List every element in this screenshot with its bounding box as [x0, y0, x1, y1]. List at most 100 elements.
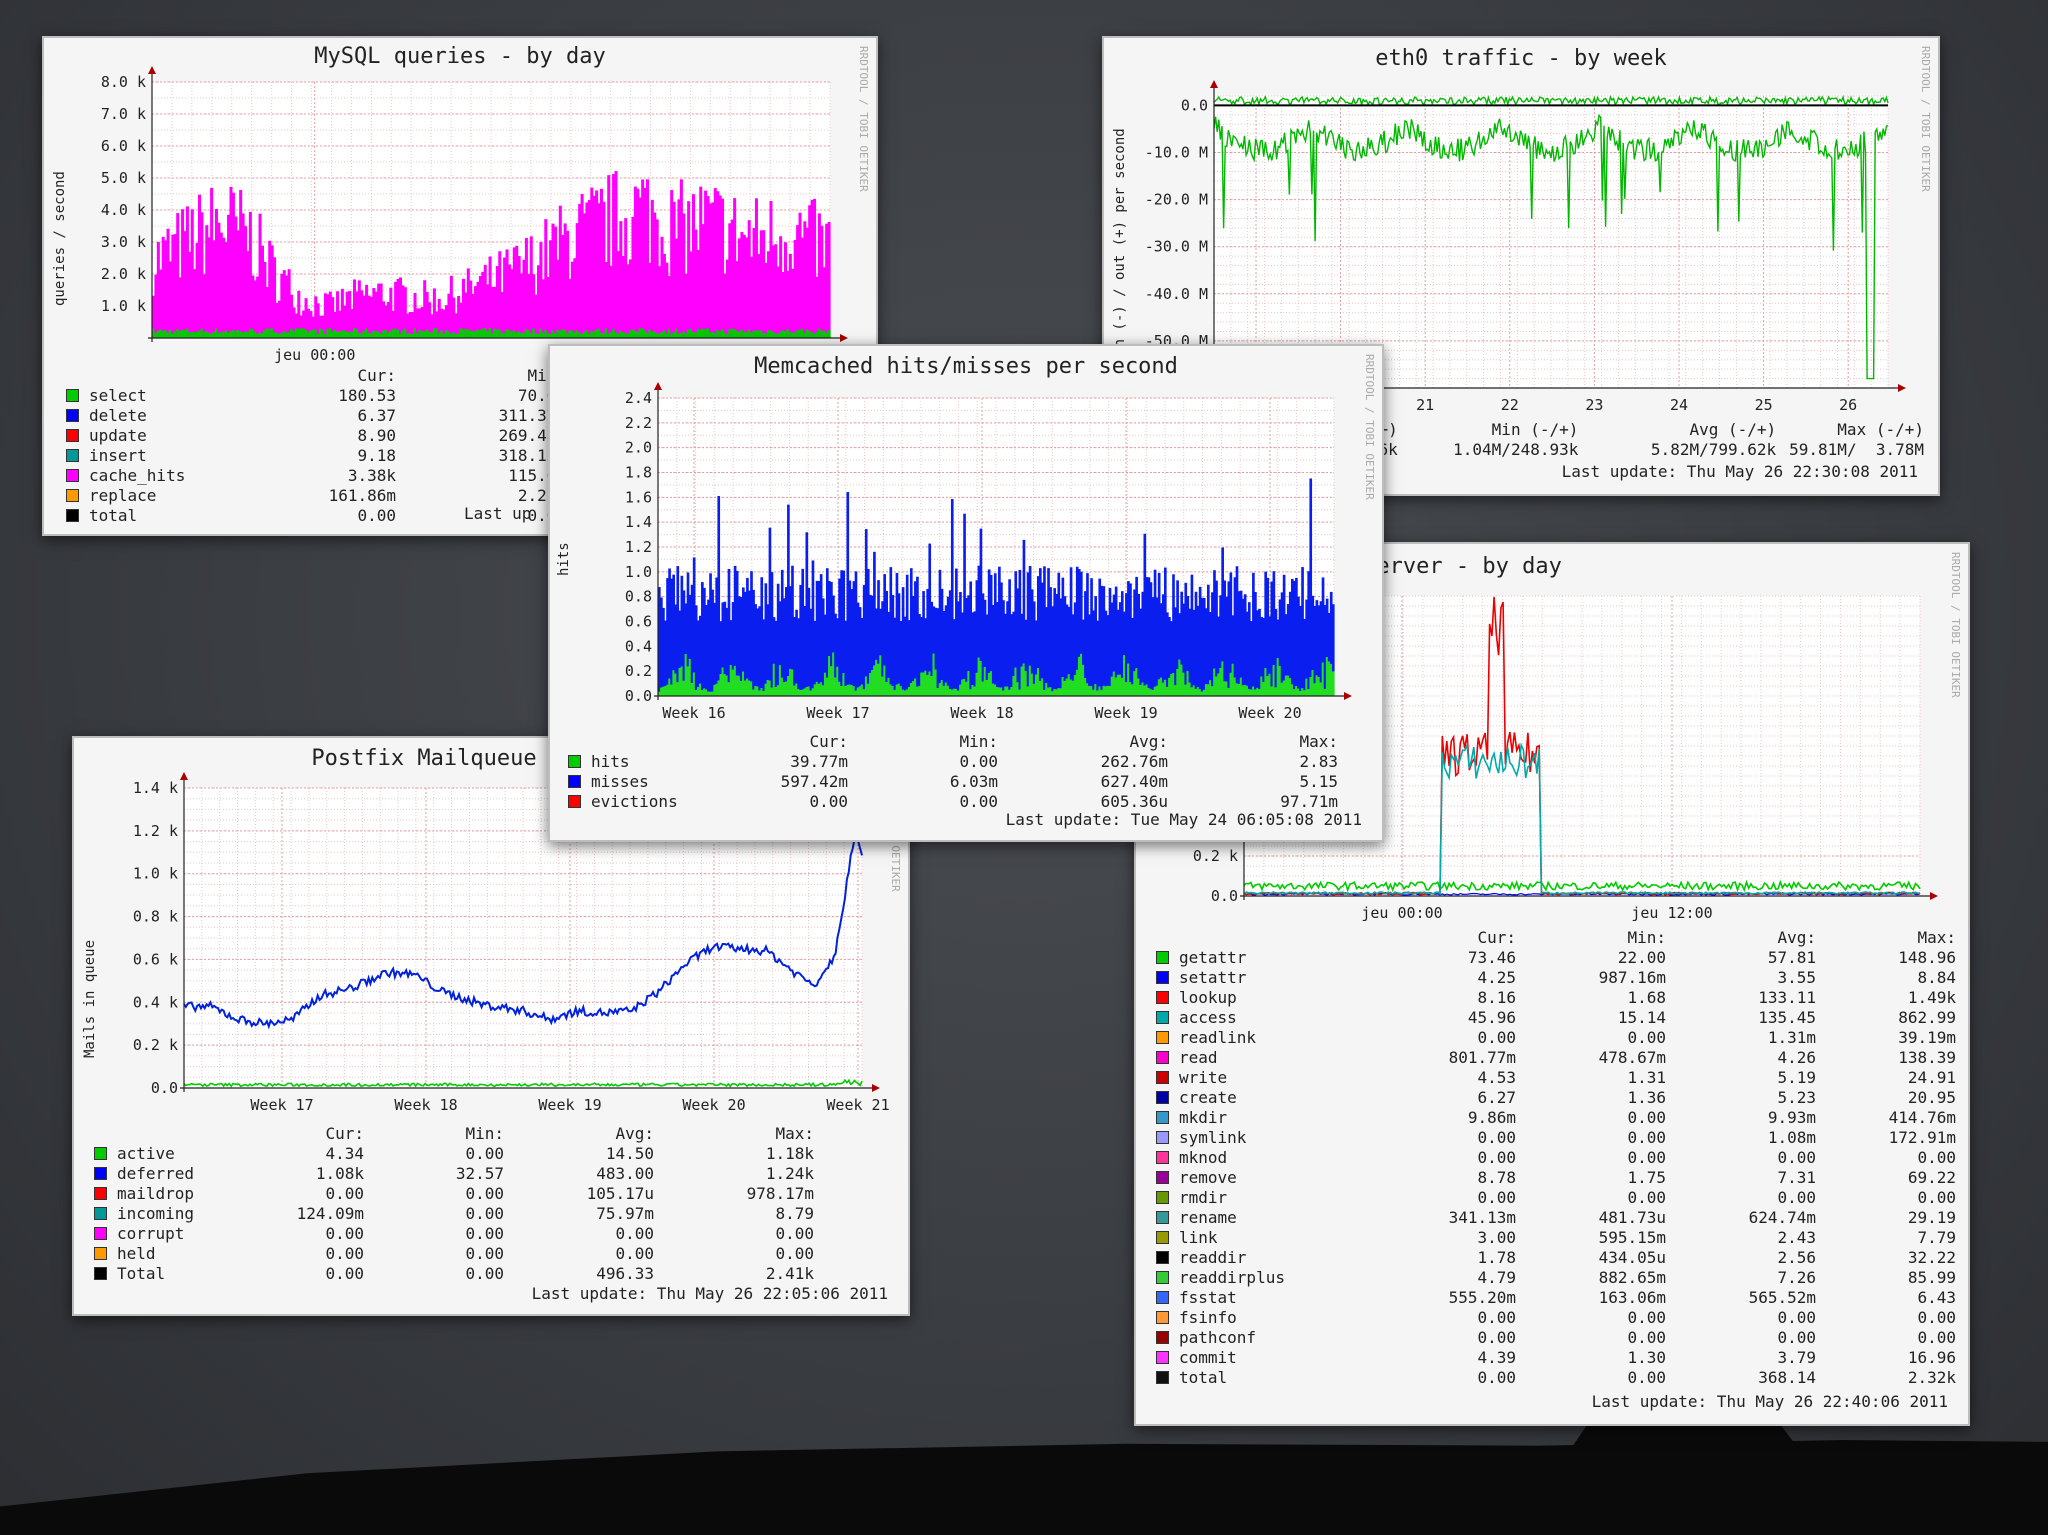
legend-value: 0.00 — [1627, 1028, 1666, 1047]
select-bar — [503, 333, 507, 338]
hits-bar — [766, 680, 770, 696]
legend-value: 0.00 — [809, 792, 848, 811]
legend-series-name: Total — [94, 1264, 264, 1284]
misses-bar — [676, 566, 680, 683]
legend-series-name: mkdir — [1156, 1108, 1366, 1128]
select-bar — [316, 333, 320, 338]
misses-bar — [883, 574, 886, 666]
cache-hits-bar — [369, 296, 373, 338]
select-bar — [641, 328, 645, 338]
select-bar — [517, 331, 521, 338]
cache-hits-bar — [244, 226, 248, 338]
legend-value: 0.00 — [465, 1144, 504, 1163]
misses-bar — [971, 612, 975, 686]
hits-bar — [1202, 689, 1206, 696]
hits-bar — [1186, 670, 1190, 696]
cache-hits-bar — [728, 223, 732, 338]
legend-swatch — [1156, 951, 1169, 964]
hits-bar — [914, 678, 917, 696]
cache-hits-bar — [612, 174, 616, 338]
hits-bar — [893, 689, 897, 696]
hits-bar — [746, 678, 749, 696]
hits-bar — [1192, 685, 1196, 696]
misses-bar — [957, 601, 960, 691]
misses-bar — [735, 570, 739, 676]
hits-bar — [1254, 689, 1257, 696]
cache-hits-bar — [774, 244, 778, 338]
legend-row: held 0.00 0.00 0.00 0.00 — [94, 1244, 814, 1264]
misses-bar — [1141, 591, 1145, 683]
x-tick-label: 22 — [1501, 396, 1519, 414]
hits-bar — [879, 655, 882, 696]
cache-hits-bar — [222, 237, 226, 338]
cache-hits-bar — [248, 211, 252, 338]
hits-bar — [1014, 667, 1018, 696]
side-credit: RRDTOOL / TOBI OETIKER — [1363, 354, 1376, 500]
select-bar — [653, 331, 657, 338]
select-bar — [164, 330, 168, 338]
legend-row: create 6.27 1.36 5.23 20.95 — [1156, 1088, 1956, 1108]
misses-bar — [803, 606, 807, 689]
misses-bar — [903, 616, 907, 691]
misses-bar — [1168, 616, 1171, 678]
hits-bar — [1153, 686, 1157, 696]
y-tick-label: -40.0 M — [1145, 285, 1208, 303]
legend-swatch — [1156, 1031, 1169, 1044]
misses-bar — [856, 602, 860, 688]
legend-series-name: create — [1156, 1088, 1366, 1108]
hits-bar — [975, 672, 979, 696]
hits-bar — [1301, 687, 1304, 696]
legend-row: active 4.34 0.00 14.50 1.18k — [94, 1144, 814, 1164]
hits-bar — [1198, 689, 1202, 696]
misses-bar — [1307, 571, 1311, 690]
legend-series-name: write — [1156, 1068, 1366, 1088]
misses-bar — [1135, 576, 1138, 669]
hits-bar — [1172, 673, 1175, 696]
legend-value: 0.00 — [1477, 1128, 1516, 1147]
misses-bar — [899, 621, 903, 687]
misses-bar — [711, 589, 714, 692]
legend-value: 32.57 — [455, 1164, 504, 1183]
legend-column-header: Avg: — [1777, 928, 1816, 947]
select-bar — [626, 333, 630, 338]
cache-hits-bar — [825, 223, 829, 338]
misses-bar — [832, 595, 835, 653]
misses-bar — [1206, 584, 1210, 685]
hits-bar — [1106, 685, 1110, 696]
y-tick-label: -30.0 M — [1145, 238, 1208, 256]
misses-bar — [993, 573, 997, 685]
hits-bar — [1258, 689, 1261, 696]
cache-hits-bar — [391, 310, 395, 338]
misses-bar — [791, 565, 794, 670]
misses-bar — [907, 620, 911, 688]
legend-value: 0.00 — [1917, 1148, 1956, 1167]
legend-value: 14.50 — [605, 1144, 654, 1163]
hits-bar — [709, 691, 712, 696]
misses-bar — [1266, 577, 1270, 677]
misses-bar — [1067, 606, 1071, 675]
legend-header-row: Cur: Min: Avg: Max: — [568, 732, 1338, 752]
legend-value: 1.04M/248.93k — [1453, 440, 1579, 459]
cache-hits-bar — [328, 291, 332, 338]
select-bar — [377, 331, 381, 338]
legend-value: 5.19 — [1777, 1068, 1816, 1087]
legend-value: 0.00 — [1777, 1308, 1816, 1327]
select-bar — [629, 330, 633, 338]
misses-bar — [729, 620, 733, 665]
hits-bar — [932, 653, 936, 696]
select-bar — [394, 328, 398, 338]
legend-row: fsinfo 0.00 0.00 0.00 0.00 — [1156, 1308, 1956, 1328]
legend-value: 2.32k — [1907, 1368, 1956, 1387]
cache-hits-bar — [360, 290, 364, 338]
select-bar — [466, 329, 470, 338]
legend-value: 605.36u — [1100, 792, 1168, 811]
hits-bar — [764, 683, 768, 696]
hits-bar — [1223, 681, 1227, 696]
hits-bar — [1086, 683, 1089, 696]
misses-bar — [662, 607, 665, 687]
misses-bar — [955, 568, 958, 689]
select-bar — [592, 331, 596, 338]
cache-hits-bar — [820, 225, 824, 338]
legend-value: 341.13m — [1448, 1208, 1516, 1227]
misses-bar — [1231, 615, 1235, 664]
